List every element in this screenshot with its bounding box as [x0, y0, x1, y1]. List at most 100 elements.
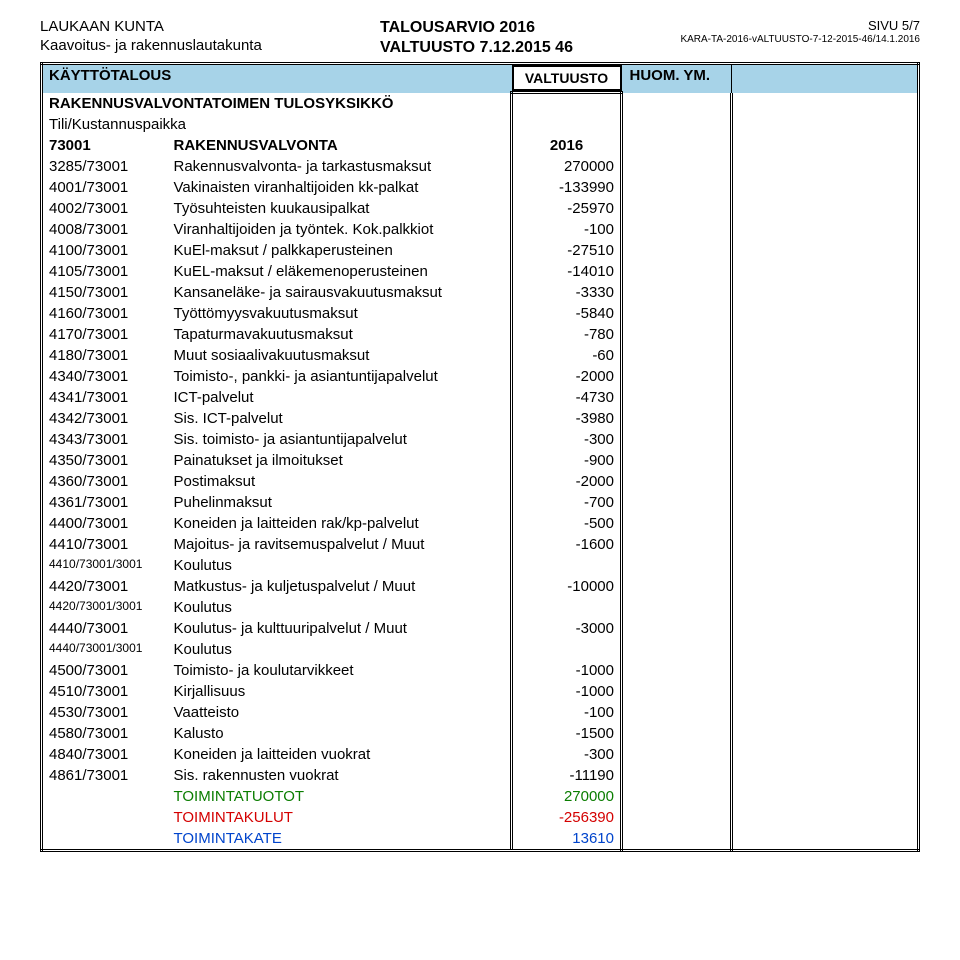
row-note — [622, 471, 732, 492]
unit-row: 73001 RAKENNUSVALVONTA 2016 — [42, 135, 919, 156]
row-desc: Kirjallisuus — [168, 681, 512, 702]
row-ext — [732, 513, 919, 534]
row-note — [622, 555, 732, 576]
row-value: -11190 — [512, 765, 622, 786]
table-row: 4510/73001Kirjallisuus-1000 — [42, 681, 919, 702]
row-code: 4530/73001 — [42, 702, 168, 723]
row-value: -300 — [512, 744, 622, 765]
row-code: 4440/73001/3001 — [42, 639, 168, 660]
row-note — [622, 765, 732, 786]
row-value: -500 — [512, 513, 622, 534]
row-code: 4840/73001 — [42, 744, 168, 765]
table-row: 4008/73001Viranhaltijoiden ja työntek. K… — [42, 219, 919, 240]
row-code: 4420/73001 — [42, 576, 168, 597]
total-row: TOIMINTAKATE13610 — [42, 828, 919, 851]
row-desc: Muut sosiaalivakuutusmaksut — [168, 345, 512, 366]
row-code: 4410/73001 — [42, 534, 168, 555]
row-code: 4361/73001 — [42, 492, 168, 513]
row-value: 270000 — [512, 156, 622, 177]
row-code: 4160/73001 — [42, 303, 168, 324]
table-row: 4420/73001Matkustus- ja kuljetuspalvelut… — [42, 576, 919, 597]
row-desc: Painatukset ja ilmoitukset — [168, 450, 512, 471]
row-code: 4150/73001 — [42, 282, 168, 303]
row-desc: Majoitus- ja ravitsemuspalvelut / Muut — [168, 534, 512, 555]
row-value: -2000 — [512, 366, 622, 387]
header-center: TALOUSARVIO 2016 VALTUUSTO 7.12.2015 46 — [380, 18, 640, 58]
row-ext — [732, 177, 919, 198]
row-code: 4342/73001 — [42, 408, 168, 429]
row-note — [622, 702, 732, 723]
row-note — [622, 723, 732, 744]
sub-title-row: Tili/Kustannuspaikka — [42, 114, 919, 135]
budget-title: TALOUSARVIO 2016 — [380, 18, 640, 38]
row-note — [622, 366, 732, 387]
ext-header — [732, 64, 919, 93]
row-desc: Koulutus — [168, 555, 512, 576]
table-row: 4100/73001KuEl-maksut / palkkaperusteine… — [42, 240, 919, 261]
table-row: 4410/73001Majoitus- ja ravitsemuspalvelu… — [42, 534, 919, 555]
empty-val — [512, 93, 622, 114]
row-ext — [732, 639, 919, 660]
band-title: KÄYTTÖTALOUS — [42, 64, 512, 93]
table-row: 4170/73001Tapaturmavakuutusmaksut-780 — [42, 324, 919, 345]
section-band: KÄYTTÖTALOUS VALTUUSTO HUOM. YM. — [42, 64, 919, 93]
unit-section-row: RAKENNUSVALVONTATOIMEN TULOSYKSIKKÖ — [42, 93, 919, 114]
row-code: 4341/73001 — [42, 387, 168, 408]
row-value — [512, 555, 622, 576]
row-ext — [732, 261, 919, 282]
row-ext — [732, 744, 919, 765]
row-desc: Vaatteisto — [168, 702, 512, 723]
row-code: 4105/73001 — [42, 261, 168, 282]
table-row: 4440/73001/3001Koulutus — [42, 639, 919, 660]
row-value: -5840 — [512, 303, 622, 324]
row-code: 4350/73001 — [42, 450, 168, 471]
row-note — [622, 177, 732, 198]
row-value: -3330 — [512, 282, 622, 303]
row-value: -700 — [512, 492, 622, 513]
row-note — [622, 261, 732, 282]
empty-ext — [732, 93, 919, 114]
table-row: 4105/73001KuEL-maksut / eläkemenoperuste… — [42, 261, 919, 282]
table-row: 4001/73001Vakinaisten viranhaltijoiden k… — [42, 177, 919, 198]
row-note — [622, 492, 732, 513]
row-note — [622, 345, 732, 366]
row-ext — [732, 450, 919, 471]
row-ext — [732, 471, 919, 492]
total-label: TOIMINTAKULUT — [168, 807, 512, 828]
row-value: -2000 — [512, 471, 622, 492]
table-row: 4361/73001Puhelinmaksut-700 — [42, 492, 919, 513]
sub-title: Tili/Kustannuspaikka — [42, 114, 512, 135]
row-ext — [732, 240, 919, 261]
row-ext — [732, 387, 919, 408]
row-code: 4500/73001 — [42, 660, 168, 681]
row-value: -1000 — [512, 681, 622, 702]
row-value — [512, 597, 622, 618]
huom-label: HUOM. YM. — [622, 64, 732, 93]
row-value: -27510 — [512, 240, 622, 261]
row-code: 4580/73001 — [42, 723, 168, 744]
row-ext — [732, 660, 919, 681]
table-row: 4410/73001/3001Koulutus — [42, 555, 919, 576]
row-code: 4410/73001/3001 — [42, 555, 168, 576]
row-ext — [732, 555, 919, 576]
row-note — [622, 303, 732, 324]
unit-desc: RAKENNUSVALVONTA — [168, 135, 512, 156]
row-ext — [732, 198, 919, 219]
row-desc: Kalusto — [168, 723, 512, 744]
row-desc: Vakinaisten viranhaltijoiden kk-palkat — [168, 177, 512, 198]
table-row: 4342/73001Sis. ICT-palvelut-3980 — [42, 408, 919, 429]
row-desc: Koneiden ja laitteiden vuokrat — [168, 744, 512, 765]
row-value: -10000 — [512, 576, 622, 597]
table-row: 4420/73001/3001Koulutus — [42, 597, 919, 618]
total-row: TOIMINTATUOTOT270000 — [42, 786, 919, 807]
header-right: SIVU 5/7 KARA-TA-2016-vALTUUSTO-7-12-201… — [640, 18, 920, 58]
row-value: -900 — [512, 450, 622, 471]
row-value: -25970 — [512, 198, 622, 219]
row-desc: Viranhaltijoiden ja työntek. Kok.palkkio… — [168, 219, 512, 240]
org-name: LAUKAAN KUNTA — [40, 18, 380, 37]
row-value: -1500 — [512, 723, 622, 744]
table-row: 4500/73001Toimisto- ja koulutarvikkeet-1… — [42, 660, 919, 681]
page-header: LAUKAAN KUNTA Kaavoitus- ja rakennuslaut… — [40, 18, 920, 58]
total-value: 270000 — [512, 786, 622, 807]
row-value: -780 — [512, 324, 622, 345]
